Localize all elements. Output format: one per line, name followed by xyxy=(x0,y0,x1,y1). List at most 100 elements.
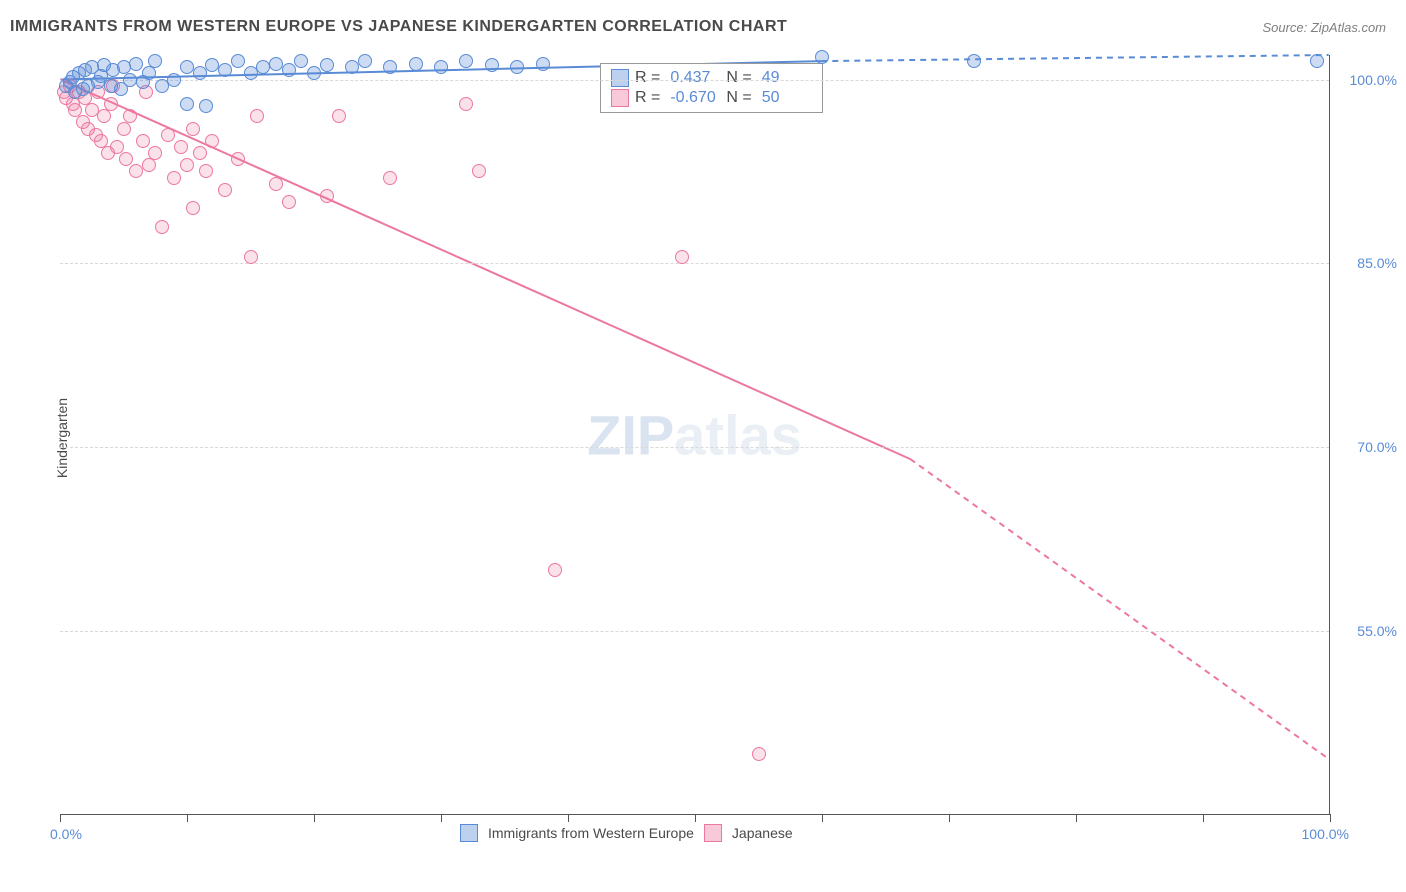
x-tick xyxy=(949,814,950,822)
data-point-japanese xyxy=(161,128,175,142)
legend-swatch-pink xyxy=(611,89,629,107)
legend-swatch-blue xyxy=(611,69,629,87)
data-point-japanese xyxy=(320,189,334,203)
data-point-japanese xyxy=(104,97,118,111)
data-point-japanese xyxy=(244,250,258,264)
data-point-japanese xyxy=(110,140,124,154)
data-point-japanese xyxy=(250,109,264,123)
data-point-japanese xyxy=(119,152,133,166)
x-tick xyxy=(568,814,569,822)
data-point-western-europe xyxy=(510,60,524,74)
r-label: R = xyxy=(635,69,660,87)
data-point-western-europe xyxy=(434,60,448,74)
gridline xyxy=(60,631,1329,632)
data-point-japanese xyxy=(205,134,219,148)
correlation-row: R = 0.437 N = 49 xyxy=(611,68,812,88)
data-point-japanese xyxy=(383,171,397,185)
x-tick xyxy=(695,814,696,822)
x-tick-min: 0.0% xyxy=(50,826,82,842)
legend-label: Immigrants from Western Europe xyxy=(488,825,694,841)
data-point-western-europe xyxy=(167,73,181,87)
data-point-western-europe xyxy=(129,57,143,71)
data-point-japanese xyxy=(548,563,562,577)
x-tick xyxy=(441,814,442,822)
data-point-japanese xyxy=(123,109,137,123)
gridline xyxy=(60,447,1329,448)
chart-header: IMMIGRANTS FROM WESTERN EUROPE VS JAPANE… xyxy=(10,18,1386,36)
data-point-western-europe xyxy=(282,63,296,77)
data-point-western-europe xyxy=(358,54,372,68)
data-point-japanese xyxy=(117,122,131,136)
legend-label: Japanese xyxy=(732,825,793,841)
x-tick-max: 100.0% xyxy=(1302,826,1349,842)
data-point-western-europe xyxy=(180,97,194,111)
data-point-japanese xyxy=(180,158,194,172)
source-attribution: Source: ZipAtlas.com xyxy=(1262,20,1386,35)
data-point-japanese xyxy=(199,164,213,178)
data-point-japanese xyxy=(472,164,486,178)
data-point-western-europe xyxy=(193,66,207,80)
data-point-japanese xyxy=(186,122,200,136)
data-point-japanese xyxy=(193,146,207,160)
legend-swatch-blue xyxy=(460,824,478,842)
data-point-japanese xyxy=(148,146,162,160)
r-value: -0.670 xyxy=(670,89,720,107)
y-tick-label: 70.0% xyxy=(1342,439,1397,455)
data-point-japanese xyxy=(97,109,111,123)
data-point-western-europe xyxy=(231,54,245,68)
data-point-western-europe xyxy=(320,58,334,72)
watermark: ZIPatlas xyxy=(587,402,802,467)
series-legend: Immigrants from Western Europe Japanese xyxy=(460,824,793,842)
data-point-western-europe xyxy=(294,54,308,68)
scatter-chart: ZIPatlas R =0.437N =49R =-0.670N =50 0.0… xyxy=(60,55,1330,815)
data-point-western-europe xyxy=(409,57,423,71)
chart-title: IMMIGRANTS FROM WESTERN EUROPE VS JAPANE… xyxy=(10,18,787,36)
y-tick-label: 100.0% xyxy=(1342,72,1397,88)
data-point-western-europe xyxy=(199,99,213,113)
data-point-western-europe xyxy=(142,66,156,80)
data-point-japanese xyxy=(282,195,296,209)
x-tick xyxy=(1330,814,1331,822)
data-point-western-europe xyxy=(967,54,981,68)
data-point-japanese xyxy=(136,134,150,148)
x-tick xyxy=(187,814,188,822)
data-point-japanese xyxy=(218,183,232,197)
data-point-western-europe xyxy=(148,54,162,68)
legend-swatch-pink xyxy=(704,824,722,842)
y-tick-label: 55.0% xyxy=(1342,623,1397,639)
data-point-western-europe xyxy=(815,50,829,64)
data-point-japanese xyxy=(459,97,473,111)
y-tick-label: 85.0% xyxy=(1342,255,1397,271)
data-point-western-europe xyxy=(485,58,499,72)
data-point-japanese xyxy=(167,171,181,185)
correlation-row: R = -0.670 N = 50 xyxy=(611,88,812,108)
data-point-japanese xyxy=(231,152,245,166)
data-point-western-europe xyxy=(536,57,550,71)
data-point-japanese xyxy=(269,177,283,191)
data-point-japanese xyxy=(142,158,156,172)
data-point-japanese xyxy=(752,747,766,761)
regression-lines xyxy=(60,55,1329,814)
data-point-japanese xyxy=(675,250,689,264)
n-value: 49 xyxy=(762,69,812,87)
n-label: N = xyxy=(726,89,751,107)
data-point-western-europe xyxy=(1310,54,1324,68)
data-point-japanese xyxy=(332,109,346,123)
data-point-western-europe xyxy=(218,63,232,77)
x-tick xyxy=(314,814,315,822)
r-label: R = xyxy=(635,89,660,107)
n-label: N = xyxy=(726,69,751,87)
x-tick xyxy=(822,814,823,822)
data-point-western-europe xyxy=(307,66,321,80)
data-point-japanese xyxy=(155,220,169,234)
n-value: 50 xyxy=(762,89,812,107)
x-tick xyxy=(60,814,61,822)
correlation-legend: R = 0.437 N = 49 R = -0.670 N = 50 xyxy=(600,63,823,113)
data-point-japanese xyxy=(174,140,188,154)
data-point-western-europe xyxy=(459,54,473,68)
r-value: 0.437 xyxy=(670,69,720,87)
data-point-western-europe xyxy=(383,60,397,74)
x-tick xyxy=(1076,814,1077,822)
x-tick xyxy=(1203,814,1204,822)
data-point-japanese xyxy=(186,201,200,215)
